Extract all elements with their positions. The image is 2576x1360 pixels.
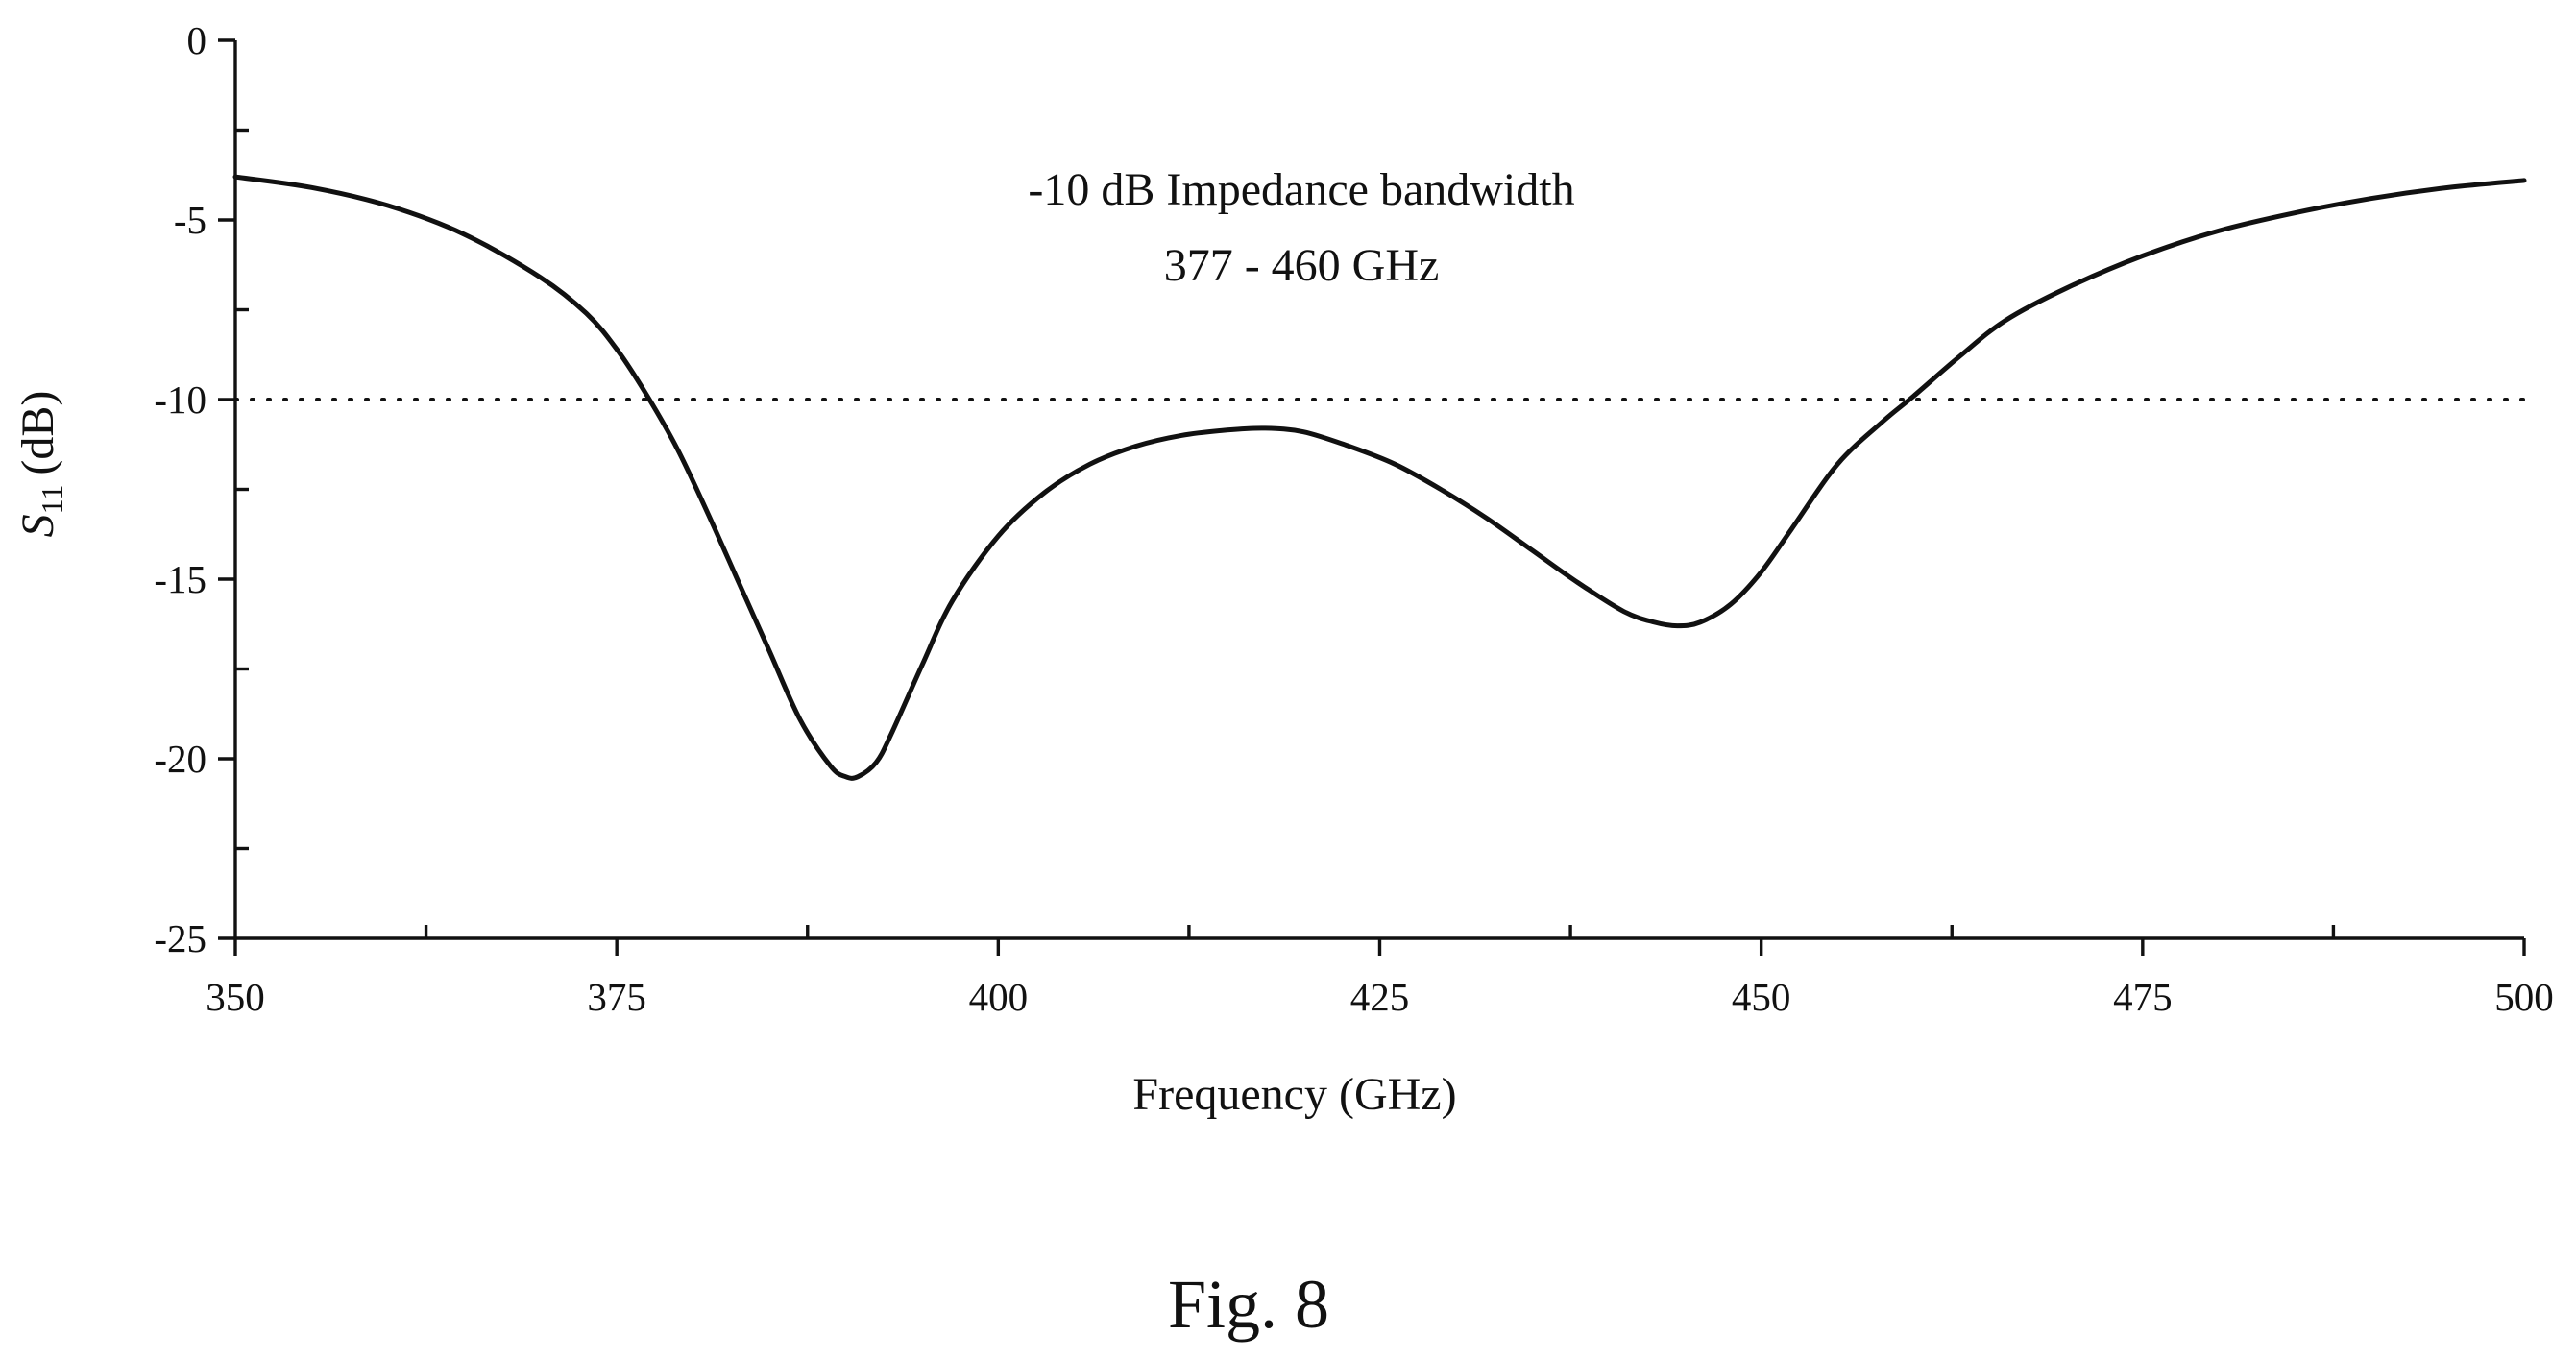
figure-caption: Fig. 8 (1168, 1266, 1329, 1343)
x-tick-label: 350 (206, 975, 265, 1019)
x-tick-label: 425 (1350, 975, 1410, 1019)
y-tick-label: 0 (187, 18, 207, 62)
annotation-bandwidth-range: 377 - 460 GHz (1164, 240, 1440, 291)
y-axis-label-symbol: S (12, 514, 63, 537)
y-tick-label: -20 (154, 737, 207, 781)
y-axis-label-unit: (dB) (12, 391, 63, 475)
y-axis-label: S11 (dB) (12, 391, 69, 538)
y-tick-label: -10 (154, 377, 207, 422)
x-tick-label: 400 (969, 975, 1029, 1019)
s11-series-line (232, 174, 2527, 781)
y-tick-label: -25 (154, 916, 207, 960)
x-axis-label: Frequency (GHz) (1132, 1069, 1456, 1120)
x-tick-label: 475 (2113, 975, 2173, 1019)
y-tick-label: -5 (174, 198, 207, 242)
tick-labels: 0 -5 -10 -15 -20 -25 350 375 400 425 450 475 500 (154, 18, 2553, 1019)
annotation-bandwidth-label: -10 dB Impedance bandwidth (1028, 164, 1574, 215)
x-tick-label: 500 (2494, 975, 2554, 1019)
axis-ticks (218, 38, 2526, 956)
x-tick-label: 450 (1732, 975, 1791, 1019)
y-axis-label-subscript: 11 (35, 485, 69, 515)
x-tick-label: 375 (587, 975, 646, 1019)
y-tick-label: -15 (154, 557, 207, 601)
